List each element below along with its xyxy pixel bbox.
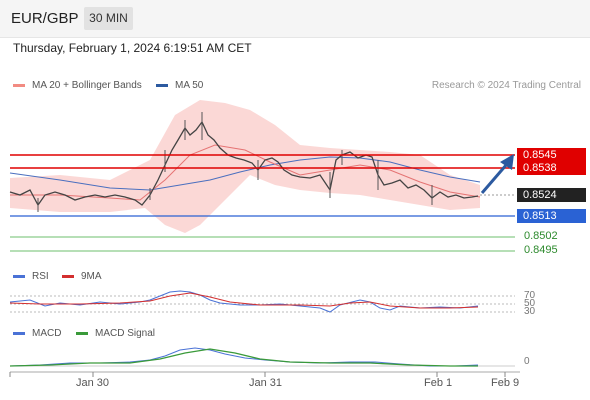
- legend-macd-label: MACD: [32, 328, 62, 339]
- research-credit: Research © 2024 Trading Central: [431, 80, 581, 91]
- legend-9ma-label: 9MA: [81, 271, 102, 282]
- rsi-label-30: 30: [524, 306, 536, 317]
- x-label-feb9: Feb 9: [491, 377, 520, 389]
- bollinger-band: [10, 100, 480, 233]
- legend-macd-signal-label: MACD Signal: [95, 328, 156, 339]
- symbol-title: EUR/GBP: [11, 10, 79, 27]
- resistance-2-tag: 0.8545: [517, 148, 586, 162]
- 9ma-swatch-icon: [62, 274, 74, 278]
- macd-signal-swatch-icon: [76, 331, 88, 335]
- pivot-tag: 0.8513: [517, 209, 586, 223]
- last-price-tag: 0.8524: [517, 188, 586, 202]
- macd-signal-line: [9, 348, 478, 367]
- macd-swatch-icon: [13, 331, 25, 335]
- x-label-feb1: Feb 1: [424, 377, 453, 389]
- legend-9ma: 9MA: [62, 271, 102, 282]
- forecast-arrowhead-icon: [500, 154, 514, 170]
- chart-header: EUR/GBP 30 MIN: [0, 0, 590, 38]
- timeframe-button[interactable]: 30 MIN: [84, 7, 133, 30]
- rsi-swatch-icon: [13, 274, 25, 278]
- rsi-9ma-line: [9, 292, 479, 309]
- forecast-arrow-icon: [480, 163, 509, 194]
- ma50-swatch-icon: [156, 83, 168, 87]
- legend-macd-signal: MACD Signal: [76, 328, 155, 339]
- legend-rsi-label: RSI: [32, 271, 49, 282]
- ma20-line: [10, 144, 481, 201]
- chart-datetime: Thursday, February 1, 2024 6:19:51 AM CE…: [13, 41, 252, 55]
- rsi-label-70: 70: [524, 290, 536, 301]
- x-label-jan31: Jan 31: [249, 377, 283, 389]
- legend-ma50: MA 50: [156, 80, 203, 91]
- legend-bollinger: MA 20 + Bollinger Bands: [13, 80, 142, 91]
- rsi-line: [9, 290, 479, 313]
- resistance-1-tag: 0.8538: [517, 161, 586, 175]
- rsi-label-50: 50: [524, 298, 536, 309]
- legend-rsi: RSI: [13, 271, 49, 282]
- bollinger-swatch-icon: [13, 83, 25, 87]
- x-axis-ticks: [9, 372, 506, 377]
- price-series: [9, 120, 479, 207]
- x-label-jan30: Jan 30: [76, 377, 110, 389]
- legend-macd: MACD: [13, 328, 61, 339]
- support-2-label: 0.8495: [524, 244, 558, 256]
- macd-zero-label: 0: [524, 356, 530, 367]
- support-1-label: 0.8502: [524, 230, 558, 242]
- legend-bollinger-label: MA 20 + Bollinger Bands: [32, 80, 142, 91]
- legend-ma50-label: MA 50: [175, 80, 204, 91]
